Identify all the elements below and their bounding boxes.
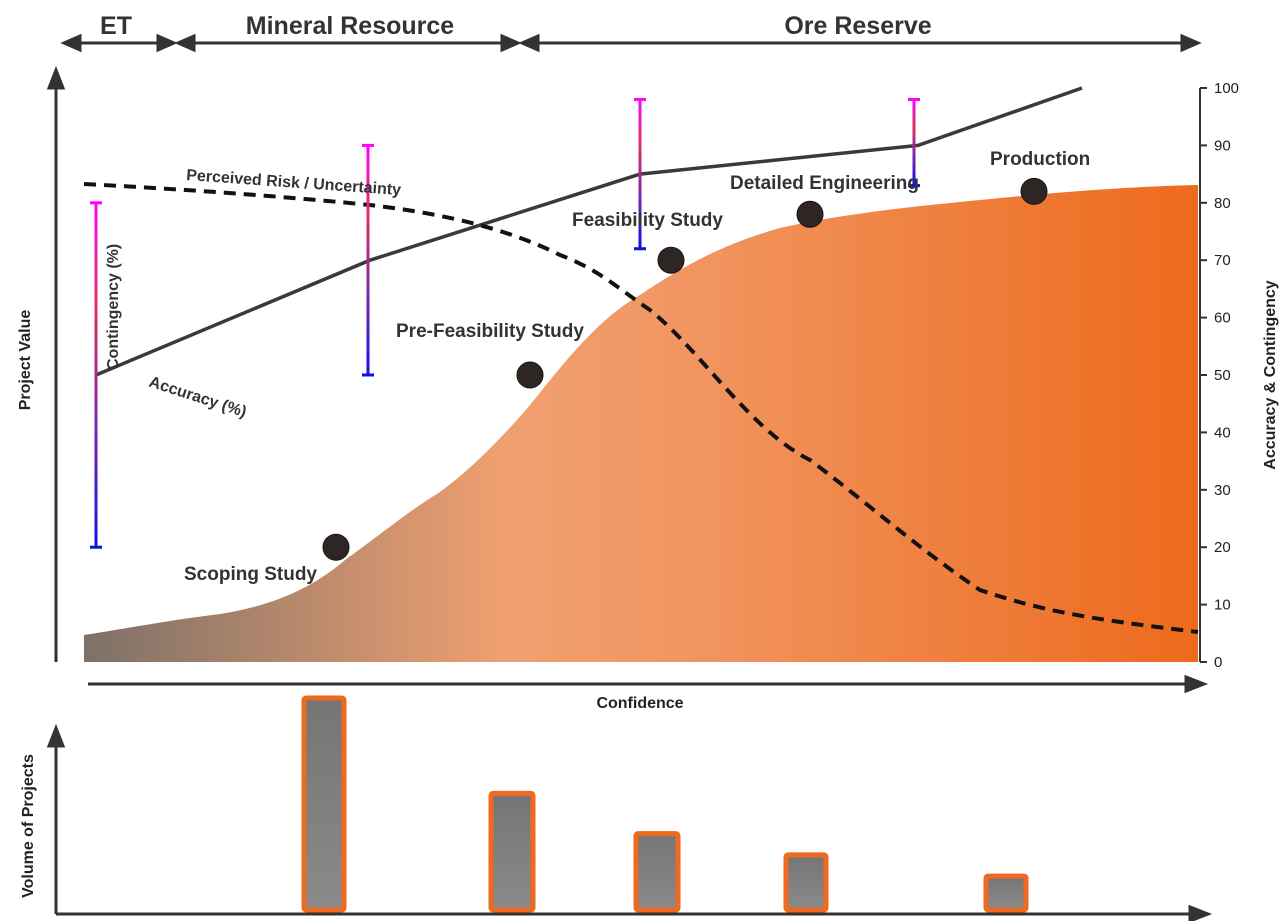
volume-bar [488, 790, 536, 913]
confidence-axis [88, 674, 1209, 694]
stage-dot [322, 533, 350, 561]
phase-header [60, 33, 1202, 53]
x-axis-title: Confidence [596, 695, 683, 712]
contingency-bar [366, 145, 370, 375]
stage-label-production: Production [990, 149, 1090, 170]
y-right-axis-title: Accuracy & Contingency [1262, 280, 1279, 469]
right-tick-label: 100 [1214, 80, 1239, 97]
right-tick-label: 50 [1214, 367, 1231, 384]
volume-bar [983, 873, 1029, 913]
right-tick-label: 0 [1214, 654, 1222, 671]
left-y-axis [46, 65, 66, 662]
contingency-bar [638, 99, 642, 249]
contingency-bars [90, 97, 920, 549]
right-tick-label: 90 [1214, 137, 1231, 154]
right-tick-label: 40 [1214, 424, 1231, 441]
right-tick-label: 30 [1214, 482, 1231, 499]
right-tick-label: 80 [1214, 195, 1231, 212]
contingency-bar [912, 99, 916, 186]
phase-mineral-resource-label: Mineral Resource [246, 12, 455, 40]
phase-ore-reserve-label: Ore Reserve [784, 12, 931, 40]
volume-bar [633, 831, 681, 913]
stage-dot [796, 200, 824, 228]
volume-bars [301, 695, 1029, 913]
accuracy-label: Accuracy (%) [147, 374, 249, 421]
stage-dot [516, 361, 544, 389]
phase-et-label: ET [100, 12, 132, 40]
perceived-risk-curve [83, 182, 1199, 634]
volume-bar [783, 852, 829, 913]
right-tick-label: 70 [1214, 252, 1231, 269]
project-value-area [84, 185, 1198, 662]
contingency-bar [94, 202, 98, 548]
stage-label-detailed-engineering: Detailed Engineering [730, 173, 919, 194]
right-axis-ticks: 0 10 20 30 40 50 60 70 80 90 100 [1200, 80, 1239, 671]
right-tick-label: 10 [1214, 597, 1231, 614]
stage-label-feasibility: Feasibility Study [572, 210, 723, 231]
stage-dot [1020, 177, 1048, 205]
contingency-label: Contingency (%) [105, 244, 122, 370]
lower-y-axis [46, 723, 66, 914]
stage-dot [657, 246, 685, 274]
stage-label-prefeasibility: Pre-Feasibility Study [396, 321, 584, 342]
stage-label-scoping: Scoping Study [184, 564, 317, 585]
volume-axis-title: Volume of Projects [20, 754, 37, 898]
y-left-axis-title: Project Value [17, 310, 34, 411]
right-tick-label: 60 [1214, 310, 1231, 327]
lower-x-axis [56, 904, 1213, 921]
volume-bar [301, 695, 347, 913]
stage-dots [322, 177, 1048, 561]
right-tick-label: 20 [1214, 539, 1231, 556]
